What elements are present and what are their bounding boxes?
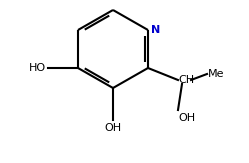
Text: CH: CH xyxy=(178,75,194,85)
Text: OH: OH xyxy=(104,123,122,133)
Text: HO: HO xyxy=(29,63,46,73)
Text: Me: Me xyxy=(208,69,225,79)
Text: N: N xyxy=(151,25,160,35)
Text: OH: OH xyxy=(178,113,195,123)
